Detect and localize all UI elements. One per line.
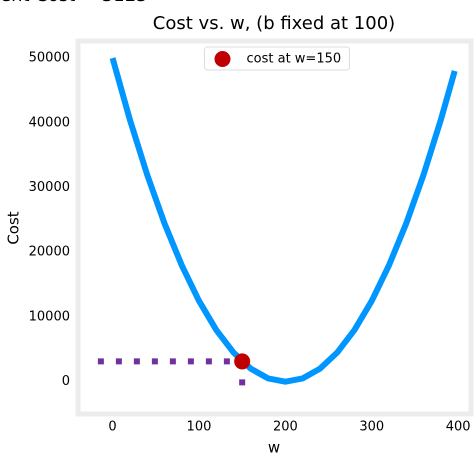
cost-curve xyxy=(109,57,458,385)
x-tick-label: 400 xyxy=(446,420,471,435)
y-tick-label: 50000 xyxy=(29,51,70,66)
x-tick-label: 300 xyxy=(359,420,384,435)
x-axis-label: w xyxy=(268,439,280,457)
x-tick-label: 100 xyxy=(187,420,212,435)
point xyxy=(234,353,251,370)
y-tick-label: 0 xyxy=(62,374,70,389)
legend-marker xyxy=(214,51,231,67)
annotation: ent Cost = 3125 xyxy=(0,0,148,6)
plot-frame xyxy=(75,38,474,417)
y-tick-label: 40000 xyxy=(29,115,70,130)
x-tick-label: 200 xyxy=(273,420,298,435)
x-tick-label: 0 xyxy=(108,420,116,435)
y-axis-label: Cost xyxy=(5,211,23,244)
legend-box xyxy=(204,46,350,71)
legend-label: cost at w=150 xyxy=(247,52,342,67)
y-tick-label: 30000 xyxy=(29,180,70,195)
y-tick-label: 20000 xyxy=(29,245,70,260)
chart-title: Cost vs. w, (b fixed at 100) xyxy=(153,13,395,34)
y-tick-label: 10000 xyxy=(29,309,70,324)
